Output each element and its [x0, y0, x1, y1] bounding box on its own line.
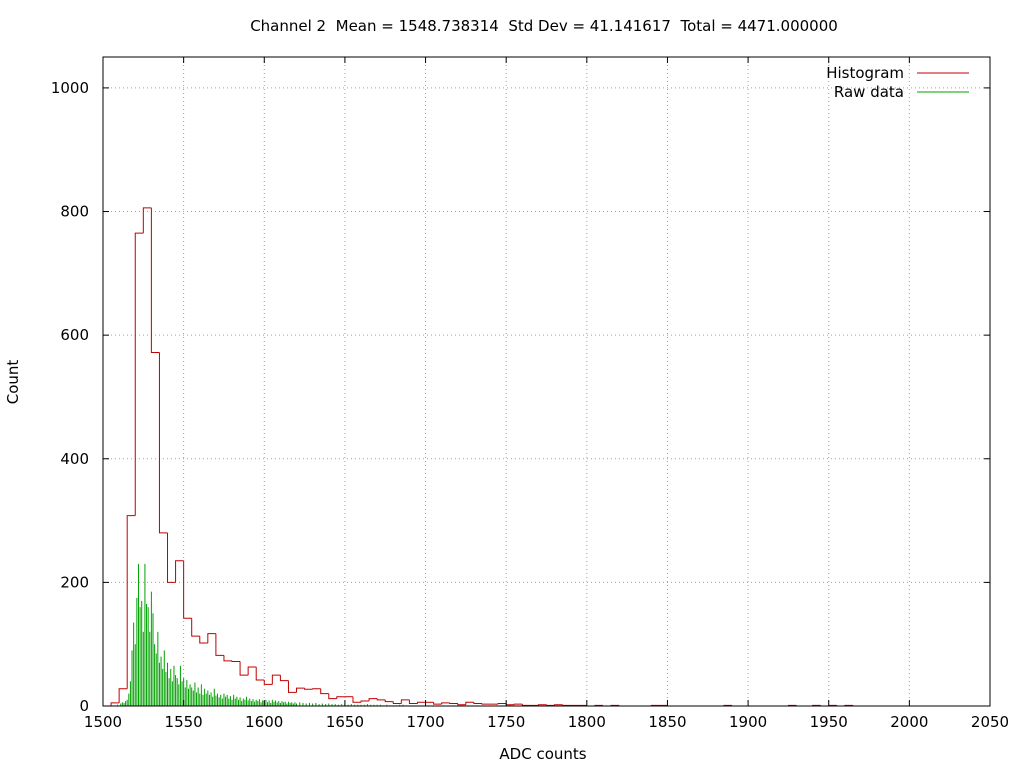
histogram-bin: [231, 660, 241, 662]
histogram-bin: [287, 680, 297, 693]
x-tick-label: 1950: [810, 713, 848, 731]
y-tick-label: 800: [60, 203, 89, 221]
x-tick-label: 1850: [648, 713, 686, 731]
plot-border: [102, 56, 991, 707]
histogram-bin: [183, 560, 192, 619]
chart-title: Channel 2 Mean = 1548.738314 Std Dev = 4…: [250, 17, 838, 35]
histogram-bin: [255, 667, 265, 681]
histogram-bin: [336, 696, 345, 699]
histogram-bin: [352, 696, 362, 703]
histogram-bin: [320, 688, 329, 695]
histogram-bin: [150, 207, 160, 353]
histogram-bin: [263, 680, 273, 685]
y-tick-label: 0: [79, 697, 89, 715]
x-tick-label: 1700: [406, 713, 444, 731]
histogram-bin: [441, 702, 450, 705]
histogram-bin: [457, 703, 466, 706]
x-tick-label: 1800: [568, 713, 606, 731]
raw-data-series: [113, 563, 849, 706]
histogram-bin: [110, 702, 120, 706]
histogram-bin: [134, 232, 144, 516]
histogram-bin: [562, 704, 571, 706]
x-tick-label: 2050: [971, 713, 1009, 731]
histogram-bin: [513, 703, 523, 705]
x-tick-label: 1500: [84, 713, 122, 731]
histogram-bin: [376, 698, 386, 701]
y-tick-label: 200: [60, 573, 89, 591]
histogram-bin: [207, 633, 216, 643]
y-tick-label: 1000: [51, 79, 89, 97]
histogram-bin: [215, 633, 224, 656]
histogram-bin: [167, 532, 176, 583]
histogram-bin: [312, 688, 321, 690]
y-tick-label: 600: [60, 326, 89, 344]
histogram-bin: [537, 704, 547, 706]
x-tick-label: 1550: [165, 713, 203, 731]
x-tick-label: 1600: [245, 713, 283, 731]
histogram-bin: [191, 618, 200, 637]
histogram-bin: [392, 701, 402, 705]
histogram-bin: [247, 666, 257, 676]
histogram-bin: [505, 703, 515, 706]
histogram-bin: [416, 701, 426, 704]
histogram-bin: [142, 207, 152, 234]
histogram-bin: [328, 693, 337, 700]
histogram-bin: [223, 655, 233, 662]
histogram-bin: [199, 636, 208, 644]
x-tick-label: 2000: [890, 713, 928, 731]
legend-label: Raw data: [834, 83, 904, 101]
histogram-bin: [546, 704, 555, 706]
histogram-bin: [400, 699, 410, 704]
histogram-bin: [360, 700, 370, 703]
histogram-bin: [304, 688, 313, 690]
histogram-bin: [118, 688, 128, 703]
legend-label: Histogram: [826, 64, 904, 82]
histogram-bin: [175, 560, 184, 583]
ticks: 1500 1550 1600 1650 1700 1750 1800 1850 1900 1950…: [51, 57, 1009, 731]
histogram-bin: [408, 699, 418, 705]
x-tick-label: 1750: [487, 713, 525, 731]
x-tick-label: 1650: [326, 713, 364, 731]
histogram-bin: [158, 352, 168, 534]
histogram-bin: [271, 674, 281, 685]
histogram-bin: [497, 703, 507, 705]
histogram-bin: [521, 704, 531, 706]
histogram-bin: [126, 515, 136, 689]
histogram-bin: [296, 687, 305, 693]
histogram-bin: [384, 699, 394, 703]
y-axis-label: Count: [4, 360, 22, 405]
y-tick-label: 400: [60, 450, 89, 468]
histogram-bin: [473, 702, 482, 705]
x-axis-label: ADC counts: [499, 745, 586, 763]
grid: [103, 57, 990, 706]
histogram-bin: [465, 701, 474, 705]
histogram-bin: [554, 704, 563, 706]
histogram-bin: [481, 703, 491, 705]
histogram-bin: [433, 702, 442, 705]
histogram-series: [110, 207, 861, 707]
histogram-bin: [368, 698, 378, 702]
histogram-bin: [449, 702, 458, 705]
histogram-bin: [279, 675, 289, 682]
histogram-bin: [239, 661, 249, 676]
x-tick-label: 1900: [729, 713, 767, 731]
